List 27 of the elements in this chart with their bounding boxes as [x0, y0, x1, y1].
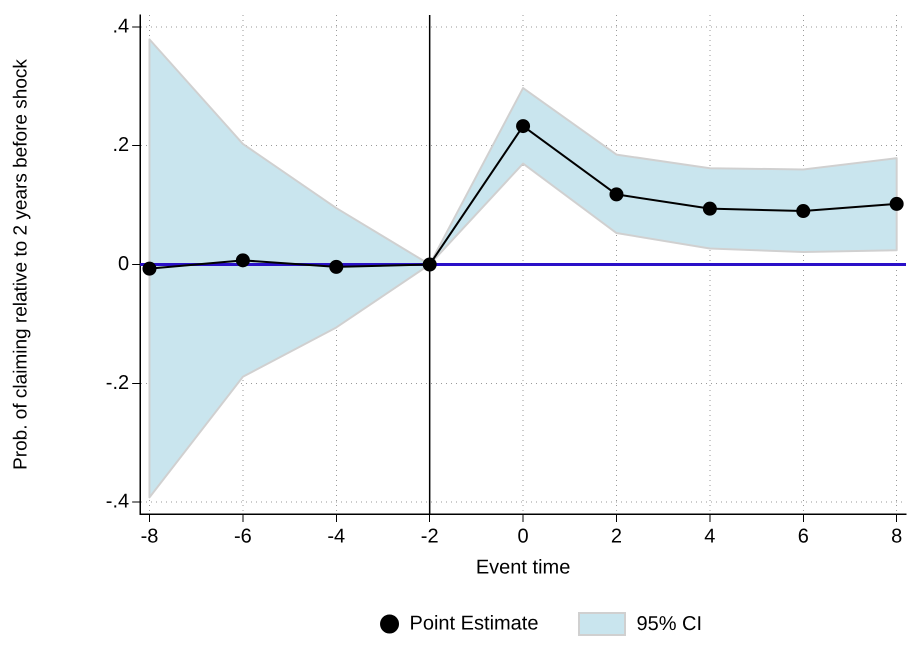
point [702, 202, 717, 216]
point [796, 204, 810, 218]
point [236, 253, 250, 268]
x-tick-label: -8 [140, 526, 158, 548]
legend-label: Point Estimate [410, 612, 538, 635]
point [142, 262, 156, 276]
y-tick-label: -.4 [106, 490, 130, 513]
y-tick-label: .2 [112, 134, 130, 156]
y-tick-label: 0 [118, 253, 130, 276]
y-tick-label: -.2 [106, 372, 130, 394]
x-tick-label: 4 [704, 526, 716, 548]
text: 95% CI [636, 612, 702, 636]
x-tick-label: 0 [518, 526, 529, 548]
point [422, 258, 437, 272]
y-tick-label: .4 [112, 15, 130, 38]
point [609, 187, 624, 202]
x-tick-label: 2 [610, 526, 622, 548]
point [329, 260, 344, 274]
x-tick-label: 6 [798, 526, 809, 548]
x-tick-label: -6 [234, 526, 252, 548]
point [516, 119, 530, 134]
point [890, 196, 904, 211]
y-axis-title: Prob. of claiming relative to 2 years before shock [10, 58, 32, 470]
x-tick-label: -4 [327, 526, 346, 548]
x-axis-title: Event time [476, 556, 570, 579]
x-tick-label: 8 [891, 526, 902, 548]
x-tick-label: -2 [420, 526, 439, 548]
